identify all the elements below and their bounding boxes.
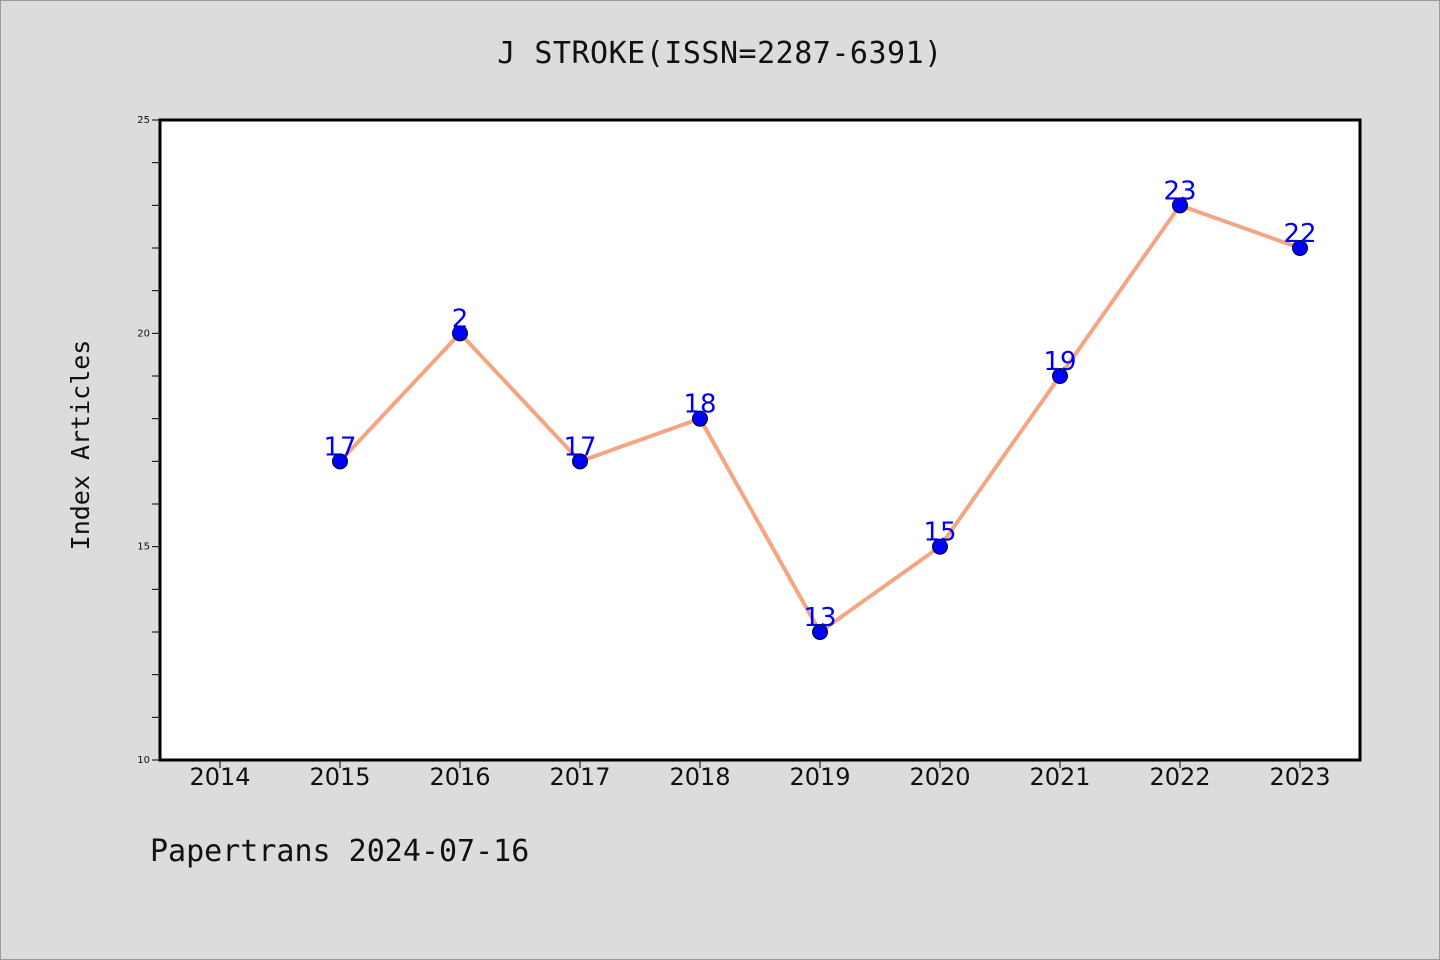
data-labels-group: 17 2 17 18 13 15 19 23 22: [323, 176, 1316, 633]
x-tick-label: 2021: [1029, 763, 1090, 791]
x-tick-label: 2018: [669, 763, 730, 791]
y-axis-label: Index Articles: [66, 340, 95, 551]
x-tick-label: 2019: [789, 763, 850, 791]
y-axis: 10 15 20 25: [137, 115, 160, 766]
data-label: 17: [563, 432, 596, 462]
data-point: [932, 538, 948, 555]
data-label: 15: [923, 518, 956, 548]
data-label: 13: [803, 603, 836, 633]
chart-title: J STROKE(ISSN=2287-6391): [497, 36, 943, 71]
x-tick-label: 2020: [909, 763, 970, 791]
footer-text: Papertrans 2024-07-16: [150, 834, 530, 869]
y-tick-label: 25: [137, 115, 150, 126]
data-point: [1052, 368, 1068, 384]
data-label: 22: [1283, 219, 1316, 249]
data-point: [572, 453, 588, 470]
x-tick-label: 2022: [1149, 763, 1210, 791]
y-tick-label: 20: [137, 328, 150, 339]
series-points-group: [332, 197, 1308, 640]
data-point: [332, 453, 348, 470]
data-label: 23: [1163, 176, 1196, 206]
x-tick-label: 2015: [309, 763, 370, 791]
x-tick-label: 2017: [549, 763, 610, 791]
data-label: 2: [452, 304, 469, 334]
x-tick-label: 2016: [429, 763, 490, 791]
data-point: [812, 624, 828, 640]
y-tick-label: 10: [137, 755, 150, 766]
data-label: 17: [323, 432, 356, 462]
data-label: 19: [1043, 347, 1076, 377]
data-point: [1292, 240, 1308, 256]
data-point: [1172, 197, 1188, 214]
x-tick-label: 2014: [189, 763, 250, 791]
x-tick-label: 2023: [1269, 763, 1330, 791]
data-point: [692, 410, 708, 427]
data-point: [452, 325, 468, 342]
y-tick-label: 15: [137, 542, 150, 553]
x-axis: 2014 2015 2016 2017 2018 2019 2020 2021 2022 2023: [189, 760, 1331, 791]
data-label: 18: [683, 390, 716, 420]
